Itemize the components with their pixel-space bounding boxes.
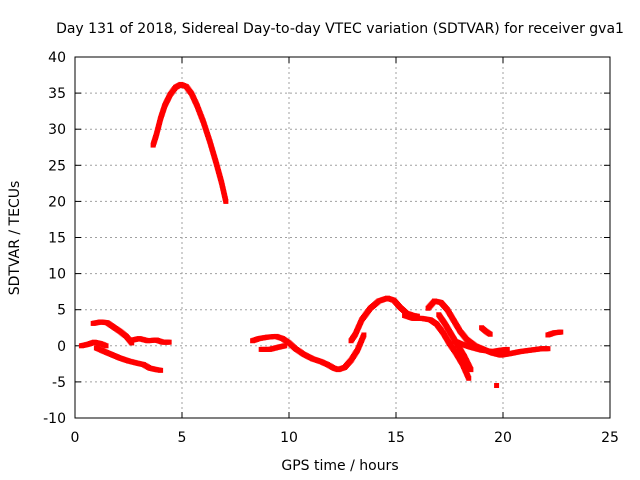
y-tick-label: 40 [48, 50, 66, 66]
y-tick-label: 35 [48, 86, 66, 102]
y-tick-label: -5 [52, 375, 66, 391]
y-tick-label: 10 [48, 267, 66, 283]
chart-title: Day 131 of 2018, Sidereal Day-to-day VTE… [56, 21, 624, 37]
series-arc-e [250, 332, 367, 373]
data-point [282, 343, 288, 349]
series-arc-k [451, 338, 510, 355]
y-tick-label: 25 [48, 158, 66, 174]
data-point [223, 198, 229, 204]
x-tick-label: 5 [178, 430, 187, 446]
data-series [78, 81, 564, 389]
data-point [361, 332, 367, 338]
x-tick-label: 20 [494, 430, 512, 446]
x-tick-label: 0 [71, 430, 80, 446]
x-axis: 0 5 10 15 20 25 [71, 57, 619, 446]
series-arc-m [545, 329, 564, 338]
x-axis-label: GPS time / hours [281, 458, 398, 474]
data-point [166, 339, 172, 345]
data-point [103, 343, 109, 349]
y-tick-label: 30 [48, 122, 66, 138]
data-point [558, 329, 564, 335]
data-point [468, 367, 474, 373]
data-point [545, 346, 551, 352]
y-axis: -10 -5 0 5 10 15 20 25 30 35 40 [43, 50, 610, 427]
x-tick-label: 25 [601, 430, 619, 446]
series-arc-l [479, 325, 493, 337]
data-point [504, 346, 510, 352]
data-point [494, 383, 500, 389]
series-arc-h [402, 312, 472, 381]
series-arc-n [494, 383, 500, 389]
data-point [487, 331, 493, 337]
y-tick-label: -10 [43, 411, 66, 427]
series-arc-i [425, 298, 551, 358]
series-arc-d [130, 336, 172, 345]
y-tick-label: 20 [48, 194, 66, 210]
y-tick-label: 5 [57, 303, 66, 319]
series-arc-b [90, 319, 135, 346]
series-arc-a [78, 339, 109, 349]
y-axis-label: SDTVAR / TECUs [7, 181, 23, 296]
y-tick-label: 0 [57, 339, 66, 355]
data-point [466, 375, 472, 381]
series-arc-f [258, 343, 288, 352]
y-tick-label: 15 [48, 231, 66, 247]
series-arc-c [93, 345, 164, 373]
series-arc-high [150, 81, 229, 204]
x-tick-label: 10 [280, 430, 298, 446]
data-point [158, 367, 164, 373]
grid [75, 57, 610, 418]
x-tick-label: 15 [387, 430, 405, 446]
data-point [129, 340, 135, 346]
